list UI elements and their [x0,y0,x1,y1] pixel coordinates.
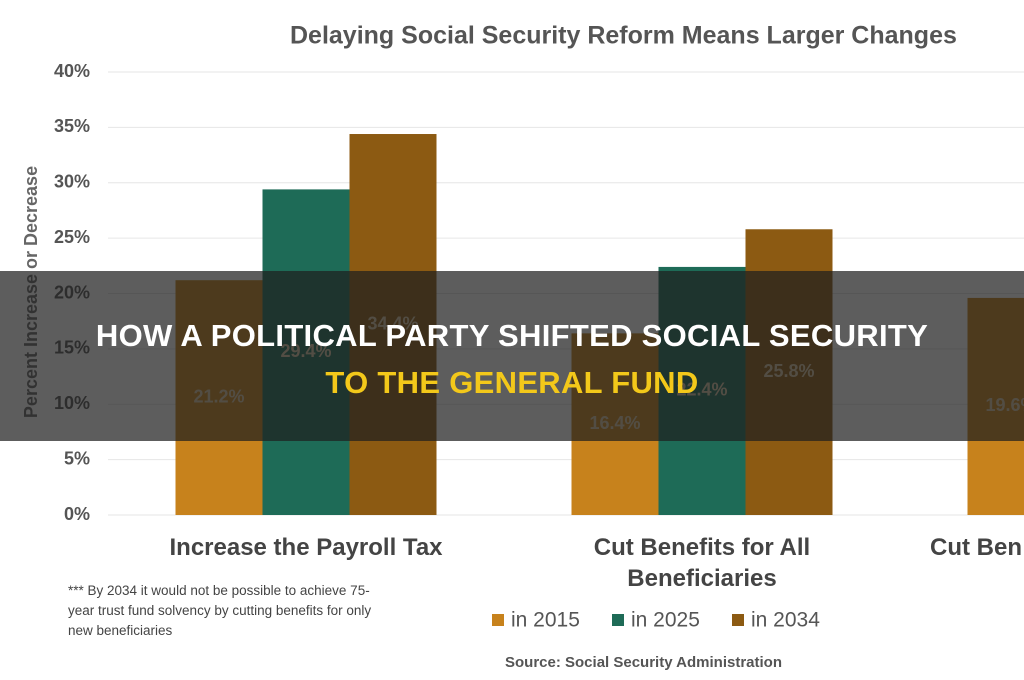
legend-swatch [612,614,624,626]
x-tick-label: Cut Ben [930,534,1022,561]
footnote: *** By 2034 it would not be possible to … [68,583,372,638]
x-tick-label: Cut Benefits for All Beneficiaries [593,534,811,592]
headline: TO THE GENERAL FUND [325,365,699,400]
x-tick-label: Increase the Payroll Tax [169,534,443,561]
headline: HOW A POLITICAL PARTY SHIFTED SOCIAL SEC… [95,318,929,353]
legend-label: in 2025 [631,609,700,632]
legend-label: in 2034 [751,609,820,632]
y-tick-label: 0% [64,504,90,524]
headline-band: HOW A POLITICAL PARTY SHIFTED SOCIAL SEC… [0,271,1024,441]
y-tick-label: 30% [54,172,90,192]
legend-swatch [732,614,744,626]
legend-swatch [492,614,504,626]
y-tick-label: 25% [54,227,90,247]
chart-title: Delaying Social Security Reform Means La… [290,22,957,50]
y-tick-label: 5% [64,448,90,468]
y-tick-label: 35% [54,116,90,136]
legend-label: in 2015 [511,609,580,632]
y-tick-label: 40% [54,61,90,81]
source: Source: Social Security Administration [505,654,782,671]
